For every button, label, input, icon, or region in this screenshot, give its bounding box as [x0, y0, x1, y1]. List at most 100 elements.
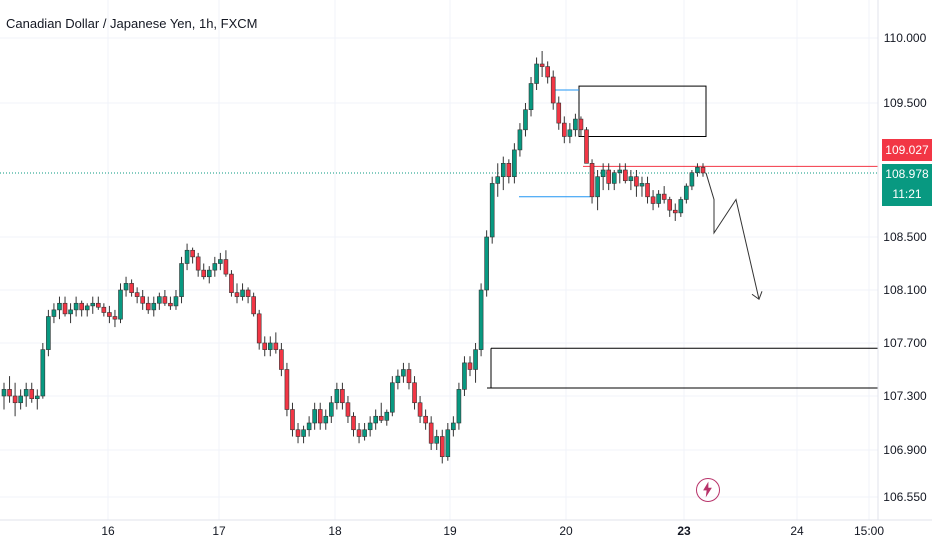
- candle-up: [451, 422, 456, 431]
- candle-down: [96, 302, 101, 308]
- candle-down: [467, 362, 473, 370]
- x-tick-label: 20: [559, 524, 573, 538]
- candle-down: [273, 342, 279, 350]
- candle-down: [195, 256, 201, 271]
- candle-up: [534, 63, 539, 84]
- candle-up: [434, 436, 440, 444]
- candle-up: [617, 169, 623, 173]
- candle-down: [168, 302, 173, 307]
- candle-up: [395, 375, 401, 384]
- last-price-label: 108.978 11:21: [882, 164, 932, 206]
- candle-down: [423, 415, 428, 424]
- candle-down: [190, 249, 195, 258]
- candle-down: [562, 122, 567, 137]
- candle-up: [628, 176, 634, 182]
- candle-down: [506, 163, 512, 178]
- x-tick-label: 24: [790, 524, 804, 538]
- candle-down: [101, 306, 107, 313]
- candle-up: [512, 149, 517, 177]
- y-tick-label: 106.550: [883, 490, 927, 504]
- x-tick-label: 16: [101, 524, 115, 538]
- last-price-value: 108.978: [885, 167, 929, 181]
- candle-down: [284, 369, 290, 410]
- price-axis: 110.000 109.500 108.500 108.100 107.700 107.3…: [877, 0, 927, 520]
- candle-up: [484, 236, 489, 291]
- candle-down: [229, 273, 234, 293]
- candle-down: [256, 313, 262, 344]
- x-tick-label: 18: [328, 524, 342, 538]
- candle-up: [528, 83, 534, 111]
- candle-up: [473, 349, 478, 370]
- countdown-timer: 11:21: [892, 187, 922, 201]
- candle-up: [573, 118, 578, 131]
- candle-up: [34, 395, 40, 399]
- x-tick-label: 15:00: [854, 524, 884, 538]
- candle-up: [51, 309, 57, 317]
- candle-down: [351, 415, 356, 431]
- candle-down: [7, 389, 12, 397]
- candle-down: [406, 369, 412, 384]
- candle-down: [223, 259, 229, 275]
- candle-up: [123, 283, 129, 291]
- chart-title: Canadian Dollar / Japanese Yen, 1h, FXCM: [6, 16, 258, 31]
- candle-down: [623, 169, 628, 182]
- candle-up: [46, 316, 51, 350]
- candle-down: [134, 292, 140, 297]
- candle-up: [173, 296, 179, 307]
- candle-up: [118, 289, 123, 320]
- candle-up: [73, 302, 79, 311]
- candle-down: [550, 76, 556, 104]
- candle-down: [589, 163, 595, 198]
- candle-up: [611, 172, 617, 184]
- candle-down: [129, 283, 134, 293]
- candle-down: [62, 302, 68, 315]
- projection-arrowhead: [751, 291, 763, 301]
- candle-down: [279, 349, 284, 370]
- candle-down: [317, 409, 323, 424]
- candle-down: [251, 296, 256, 315]
- candle-down: [539, 63, 545, 67]
- candle-up: [179, 263, 184, 297]
- candle-down: [634, 176, 639, 187]
- y-tick-label: 109.500: [883, 96, 927, 110]
- lightning-icon[interactable]: [696, 478, 720, 502]
- candle-up: [489, 183, 495, 238]
- candle-up: [362, 429, 367, 437]
- candle-up: [18, 395, 23, 404]
- projection-arrow: [705, 172, 763, 301]
- candle-down: [700, 167, 706, 174]
- candle-up: [656, 193, 661, 204]
- x-tick-label: 23: [677, 524, 691, 538]
- candle-up: [151, 302, 157, 311]
- candle-down: [378, 415, 384, 421]
- candle-up: [689, 172, 695, 187]
- y-tick-label: 106.900: [883, 443, 927, 457]
- candle-down: [107, 312, 112, 317]
- y-tick-label: 107.300: [883, 389, 927, 403]
- candle-down: [356, 429, 362, 437]
- candle-up: [595, 176, 600, 198]
- candle-up: [462, 362, 467, 390]
- candle-down: [672, 209, 678, 214]
- candle-up: [684, 185, 689, 200]
- candle-down: [162, 296, 168, 304]
- candle-up: [40, 349, 46, 397]
- candle-down: [439, 436, 445, 458]
- candle-down: [140, 296, 145, 304]
- candle-up: [23, 389, 29, 397]
- y-tick-label: 108.100: [883, 283, 927, 297]
- candle-down: [12, 395, 18, 404]
- candle-up: [312, 409, 317, 424]
- candle-up: [373, 415, 378, 424]
- candle-up: [478, 289, 484, 350]
- candle-down: [295, 429, 301, 437]
- candle-up: [218, 259, 223, 264]
- y-tick-label: 110.000: [884, 31, 927, 45]
- candle-up: [390, 382, 395, 413]
- candle-up: [456, 389, 462, 424]
- candle-up: [678, 199, 684, 214]
- candle-up: [517, 129, 523, 151]
- red-price-label: 109.027: [882, 139, 932, 161]
- candle-up: [57, 302, 62, 311]
